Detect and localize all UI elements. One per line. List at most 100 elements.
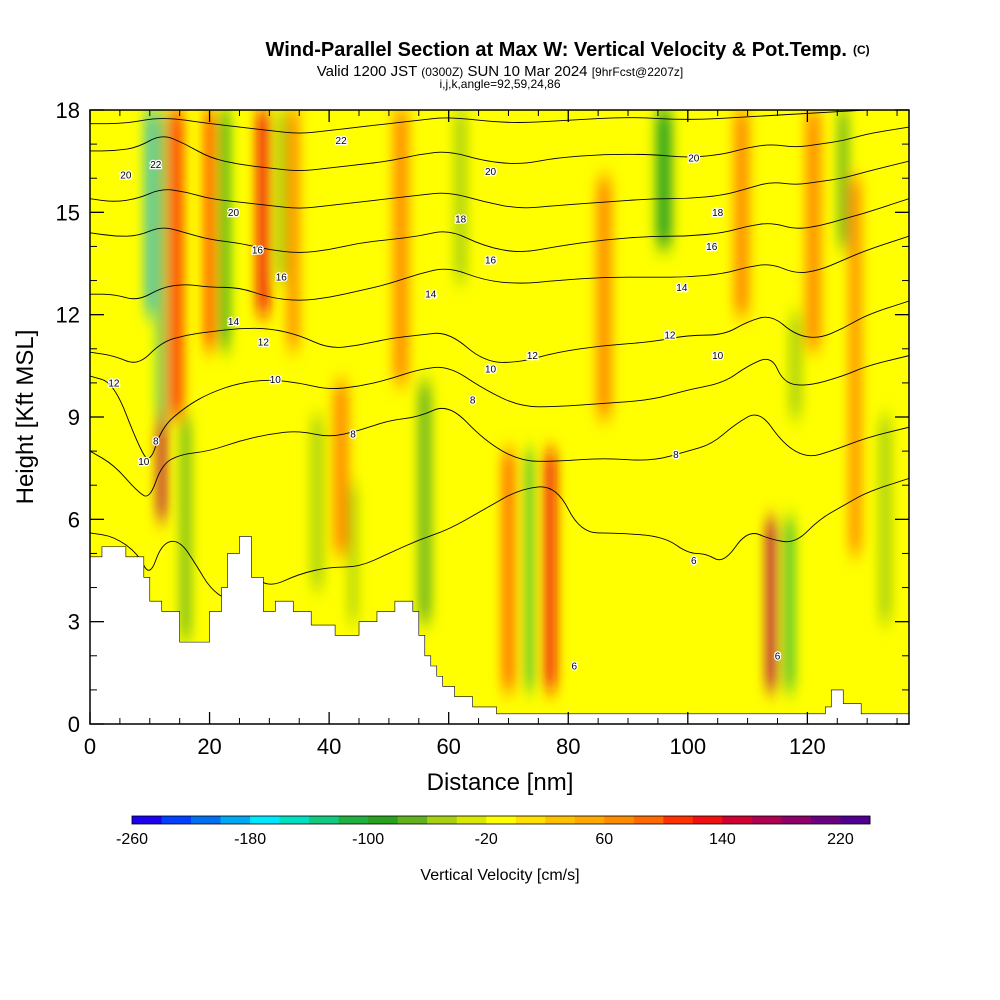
colorbar-swatch-15 [574, 816, 605, 824]
subtitle-zulu: (0300Z) [421, 65, 463, 79]
contour-labels: 22 20 22 20 20 20 18 18 16 16 16 16 14 14 14 12 12 12 12 10… [107, 135, 782, 674]
contour-label-text: 20 [120, 170, 132, 181]
y-tick-label-4: 12 [56, 303, 80, 328]
updraft-band-8 [544, 451, 556, 690]
contour-label-21: 10 [711, 350, 725, 364]
updraft-band-2 [205, 110, 215, 349]
contour-label-text: 18 [455, 215, 467, 226]
contour-label-6: 18 [454, 213, 468, 227]
colorbar-tick-label-6: 220 [827, 831, 854, 848]
x-tick-label-0: 0 [84, 734, 96, 759]
contour-label-24: 8 [152, 435, 161, 449]
x-tick-label-4: 80 [556, 734, 580, 759]
downdraft-band-3 [220, 110, 229, 349]
updraft-band-12 [805, 110, 821, 349]
downdraft-band-7 [418, 382, 431, 622]
contour-label-5: 20 [687, 152, 701, 166]
updraft-band-11 [766, 519, 777, 690]
terrain-layer [90, 536, 909, 724]
updraft-band-5 [333, 382, 349, 554]
downdraft-band-0 [146, 110, 154, 315]
contour-label-28: 6 [570, 660, 579, 674]
downdraft-band-2 [181, 417, 191, 639]
colorbar-swatch-23 [810, 816, 841, 824]
downdraft-band-5 [311, 417, 324, 588]
colorbar-swatch-2 [191, 816, 222, 824]
x-tick-label-6: 120 [789, 734, 826, 759]
contour-label-20: 10 [484, 363, 498, 377]
theta-contours [90, 110, 909, 598]
colorbar-swatch-9 [397, 816, 428, 824]
colorbar-tick-label-2: -100 [352, 831, 384, 848]
colorbar-tick-label-0: -260 [116, 831, 148, 848]
contour-label-13: 14 [424, 288, 438, 302]
plot-area: 22 20 22 20 20 20 18 18 16 16 16 16 14 14 14 12 12 12 12 10… [89, 109, 910, 725]
contour-label-15: 12 [107, 377, 121, 391]
contour-label-text: 10 [270, 375, 282, 386]
colorbar-tick-label-1: -180 [234, 831, 266, 848]
colorbar-swatch-0 [132, 816, 163, 824]
theta-contour-8 [90, 407, 909, 497]
updraft-band-4 [287, 110, 300, 349]
contour-label-0: 22 [334, 135, 348, 149]
theta-contour-10 [90, 355, 909, 459]
updraft-band-10 [734, 110, 750, 315]
contour-label-text: 20 [485, 167, 497, 178]
subtitle-forecast: [9hrFcst@2207z] [592, 65, 684, 79]
contour-label-text: 6 [571, 662, 577, 673]
y-tick-label-1: 3 [68, 610, 80, 635]
colorbar: -260 -180 -100 -20 60 140 220 [116, 815, 871, 848]
contour-label-14: 14 [675, 282, 689, 296]
contour-label-18: 12 [663, 329, 677, 343]
updraft-band-7 [502, 451, 515, 690]
colorbar-swatch-8 [368, 816, 399, 824]
colorbar-swatch-16 [604, 816, 635, 824]
colorbar-tick-label-3: -20 [475, 831, 498, 848]
contour-label-23: 8 [349, 428, 358, 442]
contour-label-text: 16 [485, 256, 497, 267]
contour-label-4: 20 [484, 166, 498, 180]
colorbar-swatch-10 [427, 816, 458, 824]
theta-contour-20 [90, 126, 909, 171]
colorbar-tick-label-5: 140 [709, 831, 736, 848]
y-tick-label-3: 9 [68, 405, 80, 430]
contour-label-text: 8 [470, 395, 476, 406]
colorbar-swatch-22 [781, 816, 812, 824]
contour-label-25: 10 [137, 456, 151, 470]
colorbar-swatch-4 [250, 816, 281, 824]
contour-label-text: 12 [108, 378, 120, 389]
downdraft-band-1 [157, 110, 164, 417]
contour-label-16: 12 [257, 336, 271, 350]
velocity-field [146, 110, 892, 690]
contour-label-7: 18 [711, 207, 725, 221]
theta-contour-18 [90, 160, 909, 209]
colorbar-swatch-14 [545, 816, 576, 824]
colorbar-tick-label-4: 60 [595, 831, 613, 848]
contour-label-1: 20 [119, 169, 133, 183]
downdraft-band-12 [789, 314, 802, 417]
colorbar-swatch-5 [279, 816, 310, 824]
colorbar-frame [131, 815, 871, 825]
contour-label-10: 16 [484, 254, 498, 268]
contour-label-text: 16 [706, 242, 718, 253]
contour-label-text: 16 [252, 245, 264, 256]
contour-label-text: 10 [485, 365, 497, 376]
contour-label-text: 14 [228, 317, 240, 328]
chart-subtitle-indices: i,j,k,angle=92,59,24,86 [439, 77, 560, 91]
downdraft-band-10 [656, 110, 672, 247]
y-tick-label-5: 15 [56, 200, 80, 225]
theta-contour-14 [90, 235, 909, 301]
colorbar-swatch-18 [663, 816, 694, 824]
theta-contour-6 [90, 477, 909, 598]
contour-label-text: 18 [712, 208, 724, 219]
colorbar-swatch-21 [751, 816, 782, 824]
y-tick-label-2: 6 [68, 507, 80, 532]
colorbar-swatch-3 [220, 816, 251, 824]
colorbar-swatch-17 [633, 816, 664, 824]
colorbar-swatch-1 [161, 816, 192, 824]
colorbar-swatch-20 [722, 816, 753, 824]
x-tick-label-1: 20 [197, 734, 221, 759]
y-axis-label: Height [Kft MSL] [12, 330, 39, 505]
contour-label-text: 16 [276, 273, 288, 284]
